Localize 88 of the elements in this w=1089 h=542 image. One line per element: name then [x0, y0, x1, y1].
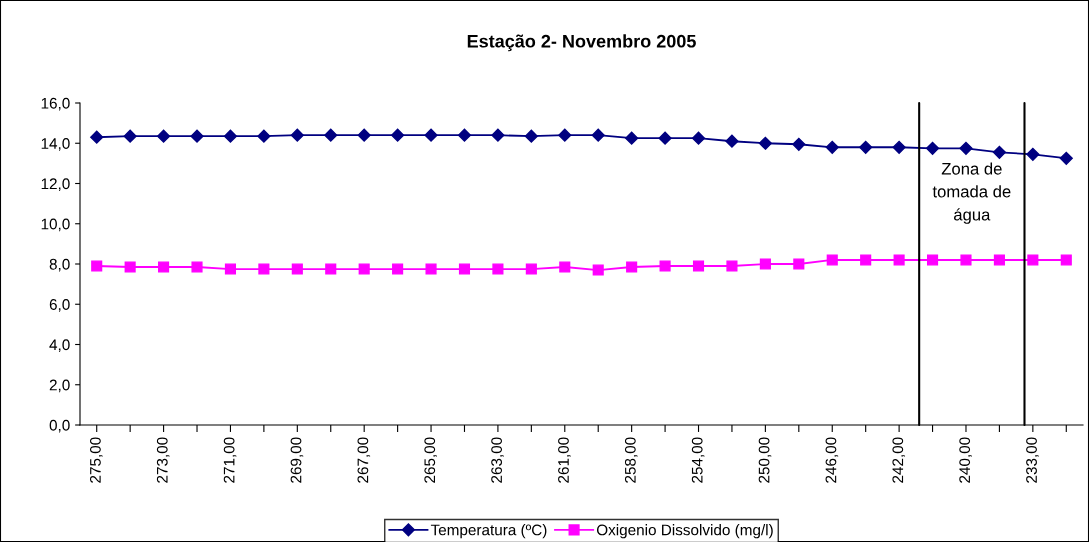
point — [591, 128, 605, 142]
x-tick-label: 250,00 — [758, 437, 772, 483]
point — [759, 258, 771, 270]
point — [859, 140, 873, 154]
point — [223, 129, 238, 143]
x-tick-label: 265,00 — [424, 437, 437, 483]
point — [893, 254, 905, 266]
y-tick-label: 4,0 — [49, 339, 70, 352]
point — [959, 141, 973, 155]
point — [191, 261, 203, 273]
point — [1059, 151, 1073, 165]
point — [491, 128, 505, 142]
point — [1060, 254, 1072, 266]
point — [1027, 254, 1039, 266]
x-tick-label: 242,00 — [892, 437, 906, 483]
point — [325, 263, 337, 275]
y-tick-label: 12,0 — [41, 178, 70, 191]
point — [391, 128, 405, 142]
x-tick-label: 258,00 — [624, 437, 638, 483]
point — [758, 136, 772, 150]
point — [424, 128, 438, 142]
point — [357, 128, 371, 142]
point — [960, 254, 972, 266]
point — [658, 131, 672, 145]
point — [392, 263, 404, 275]
point — [725, 134, 739, 148]
x-tick-label: 263,00 — [491, 437, 504, 483]
point — [492, 263, 504, 275]
point — [692, 260, 705, 272]
point — [457, 128, 472, 142]
point — [425, 263, 437, 275]
point — [90, 130, 104, 144]
y-tick-label: 14,0 — [41, 138, 70, 151]
point — [156, 129, 171, 143]
point — [925, 141, 940, 155]
point — [158, 261, 170, 273]
point — [1026, 147, 1040, 161]
point — [793, 258, 805, 270]
x-tick-label: 254,00 — [691, 437, 705, 483]
point — [291, 263, 303, 275]
point — [926, 254, 939, 266]
point — [458, 263, 471, 275]
x-tick-label: 240,00 — [959, 437, 972, 483]
x-tick-label: 275,00 — [90, 437, 103, 483]
chart-title: Estação 2- Novembro 2005 — [467, 34, 696, 52]
y-tick-label: 16,0 — [41, 97, 70, 111]
point — [592, 264, 604, 276]
point — [358, 263, 370, 275]
point — [792, 137, 806, 151]
x-tick-label: 233,00 — [1026, 437, 1039, 483]
point — [993, 254, 1005, 266]
x-tick-label: 271,00 — [223, 437, 237, 483]
point — [726, 260, 738, 272]
legend-label: Oxigenio Dissolvido (mg/l) — [596, 524, 773, 539]
point — [257, 129, 271, 143]
annotation: Zona de tomada de água — [932, 162, 1011, 224]
point — [525, 263, 537, 275]
point — [91, 260, 103, 272]
point — [659, 260, 671, 272]
y-tick-label: 8,0 — [49, 258, 70, 272]
x-tick-label: 267,00 — [357, 437, 371, 483]
point — [558, 128, 572, 142]
y-tick-label: 6,0 — [49, 299, 70, 312]
y-tick-label: 0,0 — [49, 419, 70, 433]
x-tick-label: 246,00 — [825, 437, 839, 483]
point — [860, 254, 872, 266]
point — [224, 263, 237, 275]
point — [258, 263, 270, 275]
point — [625, 131, 639, 145]
point — [825, 140, 839, 154]
point — [290, 128, 304, 142]
x-tick-label: 261,00 — [558, 437, 571, 483]
point — [190, 129, 204, 143]
x-tick-label: 269,00 — [290, 437, 304, 483]
y-tick-label: 10,0 — [41, 218, 70, 232]
point — [626, 261, 638, 273]
point — [992, 145, 1007, 159]
point — [124, 261, 136, 273]
point — [691, 131, 706, 145]
legend-label: Temperatura (ºC) — [430, 524, 547, 539]
point — [524, 129, 538, 143]
point — [826, 254, 838, 266]
point — [559, 261, 571, 273]
point — [324, 128, 338, 142]
y-tick-label: 2,0 — [49, 379, 70, 393]
point — [123, 129, 137, 143]
point — [892, 140, 906, 154]
x-tick-label: 273,00 — [156, 437, 170, 483]
